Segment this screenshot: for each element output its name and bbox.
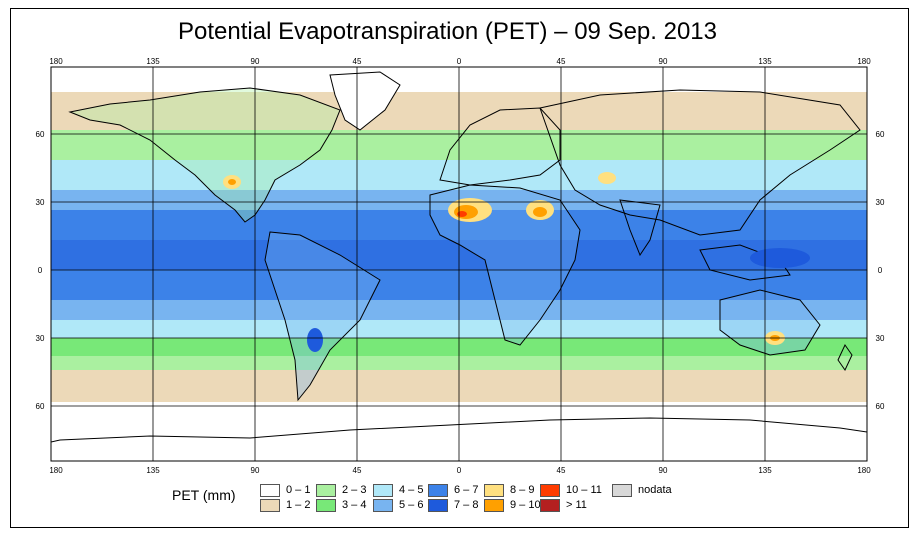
legend-label: 6 – 7 [454,484,479,496]
legend-label: 7 – 8 [454,499,479,511]
lon-ticks-bottom: 180 135 90 45 0 45 90 135 180 [49,466,871,475]
legend-swatch [316,499,336,512]
legend-swatch [316,484,336,497]
lon-tick: 90 [251,466,260,475]
lat-tick: 30 [876,198,885,207]
lon-tick: 45 [353,466,362,475]
lon-tick: 90 [251,57,260,66]
legend-swatch [484,484,504,497]
legend-swatch [428,484,448,497]
lat-tick: 60 [876,130,885,139]
legend-label: > 11 [566,499,587,511]
map-border [50,66,868,462]
legend-label: 1 – 2 [286,499,311,511]
legend-label: 4 – 5 [399,484,424,496]
lon-tick: 0 [457,466,462,475]
lon-tick: 135 [758,466,772,475]
lon-tick: 90 [659,466,668,475]
legend-swatch [428,499,448,512]
legend-label: 2 – 3 [342,484,367,496]
legend-label: 10 – 11 [566,484,602,496]
lat-ticks-right: 60 30 0 30 60 [876,130,885,411]
lon-tick: 45 [353,57,362,66]
legend-swatch [373,484,393,497]
lon-tick: 0 [457,57,462,66]
lon-tick: 135 [146,466,160,475]
legend-label: nodata [638,484,672,496]
legend-swatch [373,499,393,512]
lat-tick: 30 [876,334,885,343]
graticule [51,67,867,461]
lon-tick: 90 [659,57,668,66]
lat-ticks-left: 60 30 0 30 60 [36,130,45,411]
lon-tick: 180 [857,57,871,66]
legend-label: 9 – 10 [510,499,541,511]
legend-label: 8 – 9 [510,484,535,496]
lat-tick: 0 [878,266,883,275]
legend-title: PET (mm) [172,487,236,503]
legend-swatch [260,484,280,497]
lon-tick: 135 [146,57,160,66]
lat-tick: 30 [36,334,45,343]
lon-tick: 180 [857,466,871,475]
lon-tick: 45 [557,466,566,475]
legend-swatch [484,499,504,512]
lat-tick: 0 [38,266,43,275]
legend-label: 5 – 6 [399,499,424,511]
legend-label: 0 – 1 [286,484,311,496]
map-title: Potential Evapotranspiration (PET) – 09 … [178,18,717,45]
figure-frame [10,8,909,528]
lon-ticks-top: 180 135 90 45 0 45 90 135 180 [49,57,871,66]
lat-tick: 60 [36,402,45,411]
lon-tick: 45 [557,57,566,66]
lon-tick: 180 [49,57,63,66]
legend-swatch [540,499,560,512]
lon-tick: 135 [758,57,772,66]
lon-tick: 180 [49,466,63,475]
legend-swatch [260,499,280,512]
legend-swatch [612,484,632,497]
lat-tick: 60 [876,402,885,411]
lat-tick: 30 [36,198,45,207]
lat-tick: 60 [36,130,45,139]
legend-label: 3 – 4 [342,499,367,511]
legend-swatch [540,484,560,497]
